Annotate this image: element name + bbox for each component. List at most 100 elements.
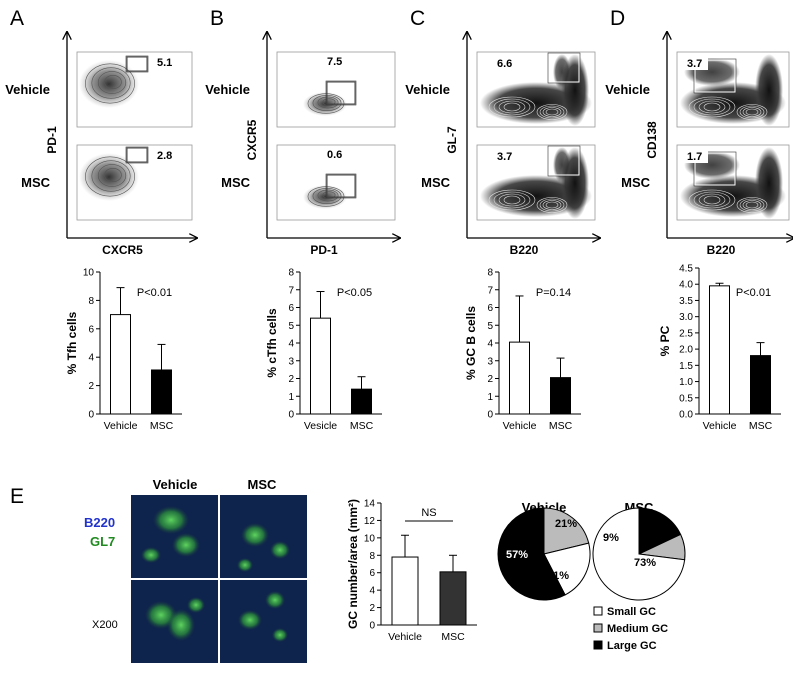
panel-letter: A <box>10 7 24 30</box>
contour-ring <box>703 102 721 112</box>
x-tick-label: MSC <box>441 631 465 643</box>
contour-ring <box>97 71 127 94</box>
gate-value-bg <box>684 149 708 163</box>
contour-ring <box>488 96 536 118</box>
gl7-germinal-center <box>187 597 205 613</box>
y-tick-label: 0.0 <box>679 410 693 421</box>
gl7-germinal-center <box>141 547 161 563</box>
gate <box>126 56 148 72</box>
contour-ring <box>698 193 726 207</box>
contour-ring <box>745 201 759 209</box>
contour-ring <box>498 193 526 207</box>
gl7-germinal-center <box>167 609 195 641</box>
gate-value: 7.5 <box>327 56 342 68</box>
flow-x-label: PD-1 <box>310 243 338 257</box>
gl7-germinal-center <box>241 523 269 547</box>
contour-ring <box>97 164 127 187</box>
bar-vehicle <box>709 285 730 415</box>
y-tick-label: 8 <box>487 268 493 279</box>
flow-plot-frame <box>276 144 396 221</box>
y-tick-label: 0 <box>88 410 94 421</box>
density-blob <box>303 185 347 209</box>
micrograph-tile <box>131 495 218 578</box>
contour-ring <box>542 200 562 210</box>
pie-slice-large-gc <box>638 507 682 555</box>
bar-msc <box>439 571 467 626</box>
y-tick-label: 4 <box>88 353 94 364</box>
gl7-germinal-center <box>272 628 288 642</box>
row-label-vehicle: Vehicle <box>205 82 250 97</box>
y-tick-label: 0.5 <box>679 393 693 404</box>
legend-item: Large GC <box>607 640 657 652</box>
gate-value: 3.7 <box>687 58 702 70</box>
y-tick-label: 10 <box>83 268 95 279</box>
y-tick-label: 1.0 <box>679 377 693 388</box>
y-tick-label: 6 <box>369 568 375 579</box>
contour-ring <box>317 96 339 109</box>
p-value-annotation: P=0.14 <box>536 287 571 299</box>
y-tick-label: 6 <box>88 324 94 335</box>
contour-ring <box>317 189 339 202</box>
x-tick-label: Vehicle <box>503 420 537 432</box>
contour-ring <box>536 104 568 120</box>
gate-value: 0.6 <box>327 149 342 161</box>
y-tick-label: 2 <box>487 374 493 385</box>
y-tick-label: 6 <box>288 303 294 314</box>
pie-value-label: 73% <box>634 557 656 569</box>
y-tick-label: 12 <box>364 516 376 527</box>
density-contour <box>680 54 786 126</box>
y-axis-label: % Tfh cells <box>65 311 79 374</box>
legend-swatch <box>593 606 603 616</box>
contour-ring <box>503 195 521 205</box>
flow-y-label: PD-1 <box>45 126 59 154</box>
contour-ring <box>498 100 526 114</box>
contour-ring <box>703 195 721 205</box>
gate-value-bg <box>494 149 518 163</box>
bar-vesicle <box>310 317 331 415</box>
gl7-germinal-center <box>238 610 262 630</box>
pie-slice-small-gc <box>543 542 591 596</box>
contour-ring <box>539 105 565 119</box>
contour-ring <box>693 98 731 116</box>
contour-ring <box>736 104 768 120</box>
p-value-annotation: P<0.01 <box>137 287 172 299</box>
legend-item: Small GC <box>607 606 656 618</box>
y-tick-label: 0 <box>369 621 375 632</box>
legend-item: Medium GC <box>607 623 668 635</box>
density-contour <box>303 185 347 209</box>
gate-outline <box>125 55 149 73</box>
gl7-germinal-center <box>153 506 189 534</box>
panel-c: C GL-7 B220 Vehicle 6.6 MSC 3.7 <box>405 7 600 257</box>
y-tick-label: 7 <box>288 285 294 296</box>
contour-ring <box>85 63 135 104</box>
y-tick-label: 8 <box>288 268 294 279</box>
contour-ring <box>322 191 336 199</box>
gl7-germinal-center <box>237 558 253 572</box>
x-tick-label: Vesicle <box>304 420 337 432</box>
density-contour <box>79 153 139 201</box>
panel-letter: B <box>210 7 224 30</box>
panel-d: D CD138 B220 Vehicle 3.7 MSC 1.7 <box>605 7 793 257</box>
contour-ring <box>545 108 559 116</box>
row-label-msc: MSC <box>621 175 651 190</box>
pie-slice-large-gc <box>497 507 566 601</box>
stain-label-b220: B220 <box>84 515 115 530</box>
pie-value-label: 57% <box>506 549 528 561</box>
bar-msc <box>151 369 172 415</box>
flow-x-label: B220 <box>510 243 539 257</box>
y-tick-label: 3.0 <box>679 312 693 323</box>
gate-outline <box>547 145 581 177</box>
pie-chart-msc: MSC73%9%18% <box>592 500 686 601</box>
contour-ring <box>742 200 762 210</box>
y-tick-label: 4 <box>288 339 294 350</box>
bar-msc <box>750 355 771 415</box>
contour-ring <box>91 67 131 99</box>
bar-chart-5: 0 2 4 6 8 10 12 14 GC number/area (mm²) Vehicle MS… <box>346 499 477 643</box>
p-value-annotation: P<0.05 <box>337 287 372 299</box>
y-tick-label: 6 <box>487 303 493 314</box>
panel-letter: D <box>610 7 625 30</box>
micrograph-background <box>220 580 307 663</box>
legend-swatch <box>593 640 603 650</box>
gate <box>694 152 736 186</box>
